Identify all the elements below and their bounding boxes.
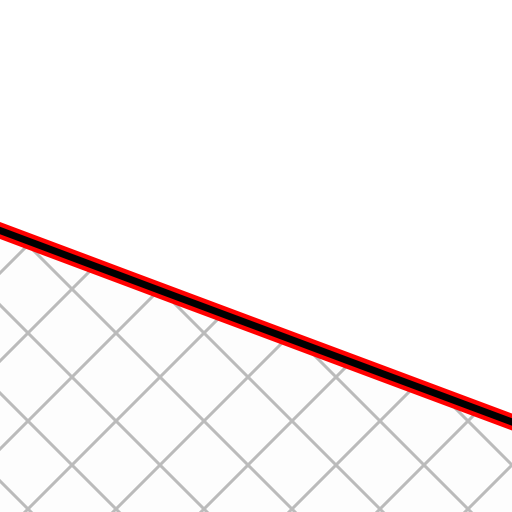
boundary-line[interactable] (0, 226, 512, 426)
